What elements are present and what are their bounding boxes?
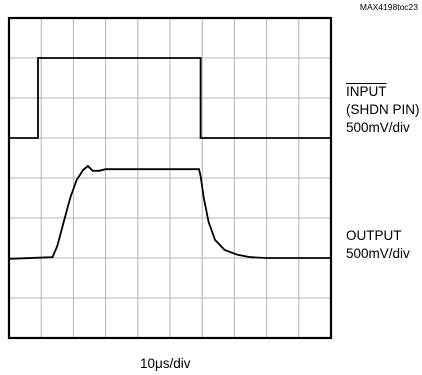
grid bbox=[9, 18, 331, 338]
output-trace bbox=[8, 164, 331, 260]
input-label: INPUT bbox=[346, 84, 387, 100]
input-note: (SHDN PIN) bbox=[346, 102, 420, 117]
plot-frame bbox=[7, 16, 333, 340]
input-name: INPUT bbox=[346, 84, 387, 99]
output-label: OUTPUT bbox=[346, 228, 402, 243]
x-scale-label: 10μs/div bbox=[140, 356, 191, 371]
output-scale: 500mV/div bbox=[346, 246, 410, 261]
figure-tag: MAX4198toc23 bbox=[359, 2, 418, 12]
input-scale: 500mV/div bbox=[346, 120, 410, 135]
input-trace bbox=[9, 57, 331, 139]
